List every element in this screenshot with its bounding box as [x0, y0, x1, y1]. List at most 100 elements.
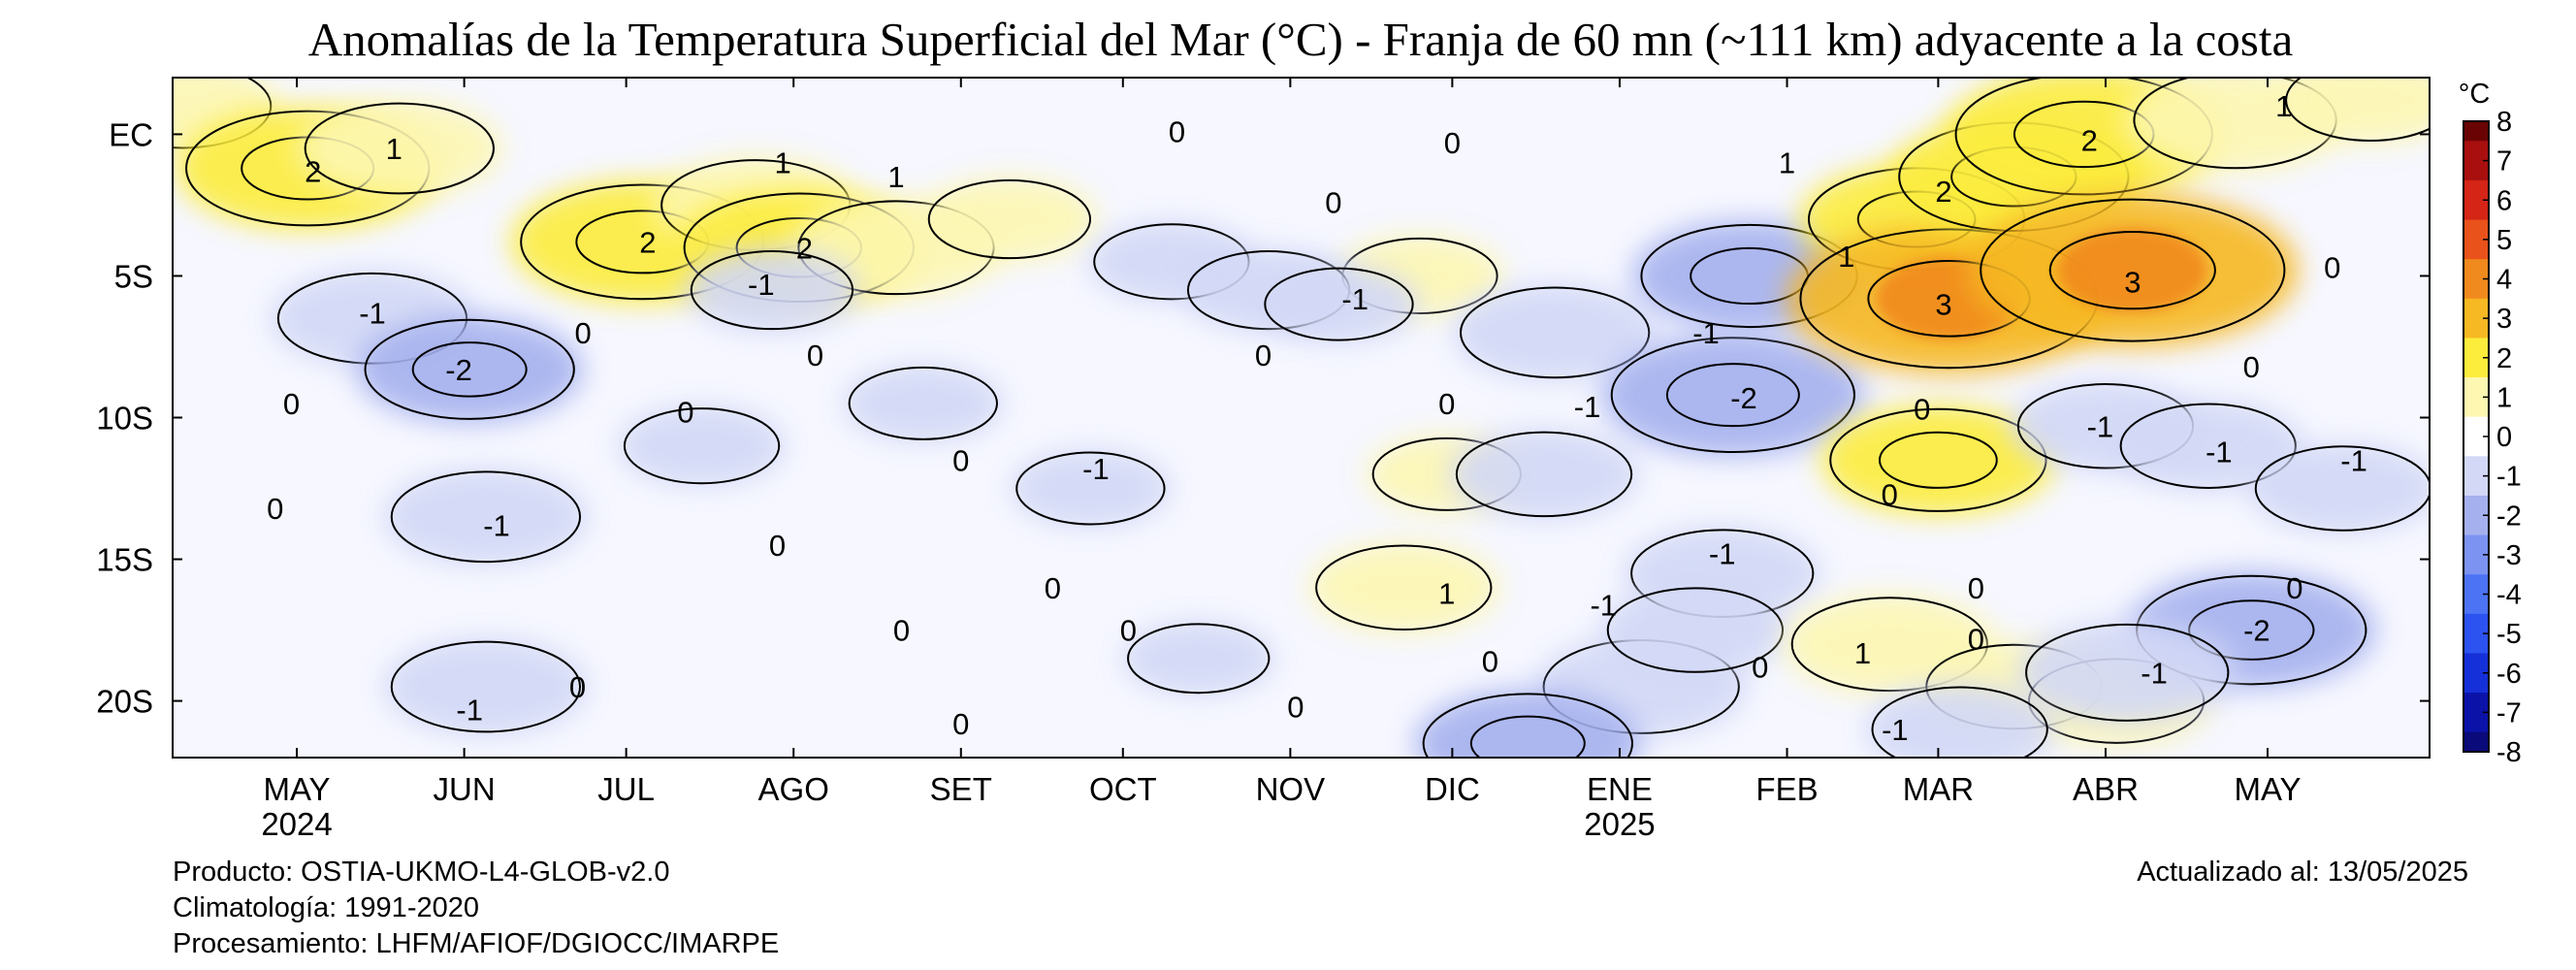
- anomaly-patch: [383, 468, 589, 566]
- contour-label: 0: [1968, 622, 1984, 656]
- colorbar-segment: [2463, 406, 2489, 418]
- colorbar-tick-label: 7: [2496, 146, 2512, 178]
- contour-label: -1: [1709, 537, 1736, 571]
- anomaly-patch: [2247, 442, 2430, 534]
- colorbar-segment: [2463, 446, 2489, 457]
- contour-label: 0: [283, 387, 300, 421]
- x-tick-label: SET: [930, 771, 992, 807]
- contour-line: [1264, 267, 1414, 341]
- x-tick-label: OCT: [1089, 771, 1157, 807]
- contour-label: 0: [2286, 571, 2302, 605]
- colorbar-segment: [2463, 672, 2489, 684]
- colorbar-segment: [2463, 495, 2489, 506]
- colorbar-segment: [2463, 338, 2489, 349]
- anomaly-patch: [1258, 265, 1420, 343]
- anomaly-patch: [1599, 584, 1790, 676]
- colorbar-segment: [2463, 239, 2489, 250]
- contour-label: -1: [1692, 316, 1720, 350]
- contour-line: [1015, 451, 1166, 526]
- contour-label: 1: [386, 132, 402, 166]
- colorbar-segment: [2463, 653, 2489, 664]
- colorbar-tick-label: 3: [2496, 304, 2512, 335]
- contour-label: -2: [2243, 614, 2270, 648]
- contour-line: [390, 640, 582, 733]
- contour-label: -1: [748, 268, 775, 302]
- contour-label: -1: [1590, 588, 1617, 622]
- contour-label: -1: [359, 296, 386, 330]
- contour-label: 2: [2081, 123, 2098, 157]
- colorbar-segment: [2463, 219, 2489, 231]
- colorbar-segment: [2463, 229, 2489, 241]
- contour-label: 3: [2124, 265, 2141, 299]
- contour-line: [1459, 286, 1651, 379]
- x-tick-label: ABR: [2073, 771, 2139, 807]
- footer-climatology: Climatología: 1991-2020: [173, 892, 479, 923]
- colorbar-segment: [2463, 150, 2489, 162]
- colorbar-segment: [2463, 328, 2489, 340]
- contour-line: [623, 407, 781, 485]
- contour-label: -1: [1574, 390, 1601, 424]
- anomaly-patch: [2112, 400, 2303, 492]
- contour-label: -1: [2340, 443, 2367, 477]
- contour-label: 0: [1045, 571, 1061, 605]
- contour-line: [2025, 623, 2230, 722]
- y-axis: EC 5S 10S 15S 20S: [96, 116, 2430, 720]
- y-tick-label: 5S: [114, 258, 153, 294]
- contour-line: [1879, 431, 1998, 489]
- contour-label: 0: [267, 492, 283, 526]
- colorbar-tick-label: 4: [2496, 265, 2512, 296]
- x-tick-label: AGO: [758, 771, 829, 807]
- anomaly-patch: [1010, 449, 1172, 528]
- colorbar-tick-label: 1: [2496, 382, 2512, 413]
- colorbar-ticks: 8 7 6 5 4 3 2 1 0 -1 -2 -3 -4 -5 -6 -7 -8: [2483, 107, 2522, 768]
- contour-line: [1469, 715, 1586, 758]
- contour-line: [2254, 445, 2430, 532]
- colorbar-segment: [2463, 190, 2489, 201]
- colorbar-segment: [2463, 603, 2489, 615]
- colorbar-tick-label: -3: [2496, 540, 2522, 571]
- contour-line: [2119, 403, 2297, 489]
- contour-label: 1: [2275, 89, 2292, 123]
- colorbar-segment: [2463, 565, 2489, 575]
- footer-updated-date: Actualizado al: 13/05/2025: [2137, 857, 2468, 888]
- anomaly-patch: [1308, 541, 1499, 633]
- colorbar-segment: [2463, 731, 2489, 743]
- contour-label: -1: [1082, 452, 1110, 486]
- x-tick-label: JUN: [434, 771, 496, 807]
- colorbar-segment: [2463, 131, 2489, 142]
- contour-line: [848, 366, 998, 440]
- colorbar-segment: [2463, 347, 2489, 359]
- colorbar-segment: [2463, 633, 2489, 644]
- colorbar-segment: [2463, 278, 2489, 290]
- colorbar-segment: [2463, 475, 2489, 487]
- colorbar-segment: [2463, 456, 2489, 468]
- contour-label: 0: [1120, 614, 1137, 648]
- colorbar-segment: [2463, 367, 2489, 378]
- anomaly-patch: [617, 404, 787, 487]
- x-tick-label: JUL: [597, 771, 655, 807]
- contour-label: -1: [2206, 436, 2233, 469]
- contour-label: 1: [1438, 577, 1455, 611]
- contour-label: -1: [483, 508, 510, 542]
- contour-label: 0: [1914, 393, 1930, 427]
- anomaly-patch: [1820, 404, 2056, 516]
- contour-label: 0: [1438, 387, 1455, 421]
- anomaly-patch: [356, 315, 584, 424]
- contour-label: -1: [2087, 409, 2114, 443]
- colorbar-tick-label: -5: [2496, 619, 2522, 650]
- contour-line: [927, 178, 1092, 260]
- anomaly-patch: [843, 364, 1004, 443]
- colorbar: °C 8 7 6 5 4 3 2 1 0 -1 -2 -3 -4 -5 -6 -7 -8: [2459, 79, 2522, 768]
- contour-label: 1: [774, 146, 790, 180]
- colorbar-segment: [2463, 210, 2489, 221]
- colorbar-segment: [2463, 357, 2489, 369]
- contour-label: -2: [1730, 381, 1757, 415]
- colorbar-unit-label: °C: [2459, 79, 2491, 110]
- colorbar-segment: [2463, 515, 2489, 527]
- contour-label: -1: [2141, 656, 2168, 690]
- colorbar-segment: [2463, 170, 2489, 181]
- colorbar-segment: [2463, 574, 2489, 585]
- colorbar-tick-label: -7: [2496, 697, 2522, 728]
